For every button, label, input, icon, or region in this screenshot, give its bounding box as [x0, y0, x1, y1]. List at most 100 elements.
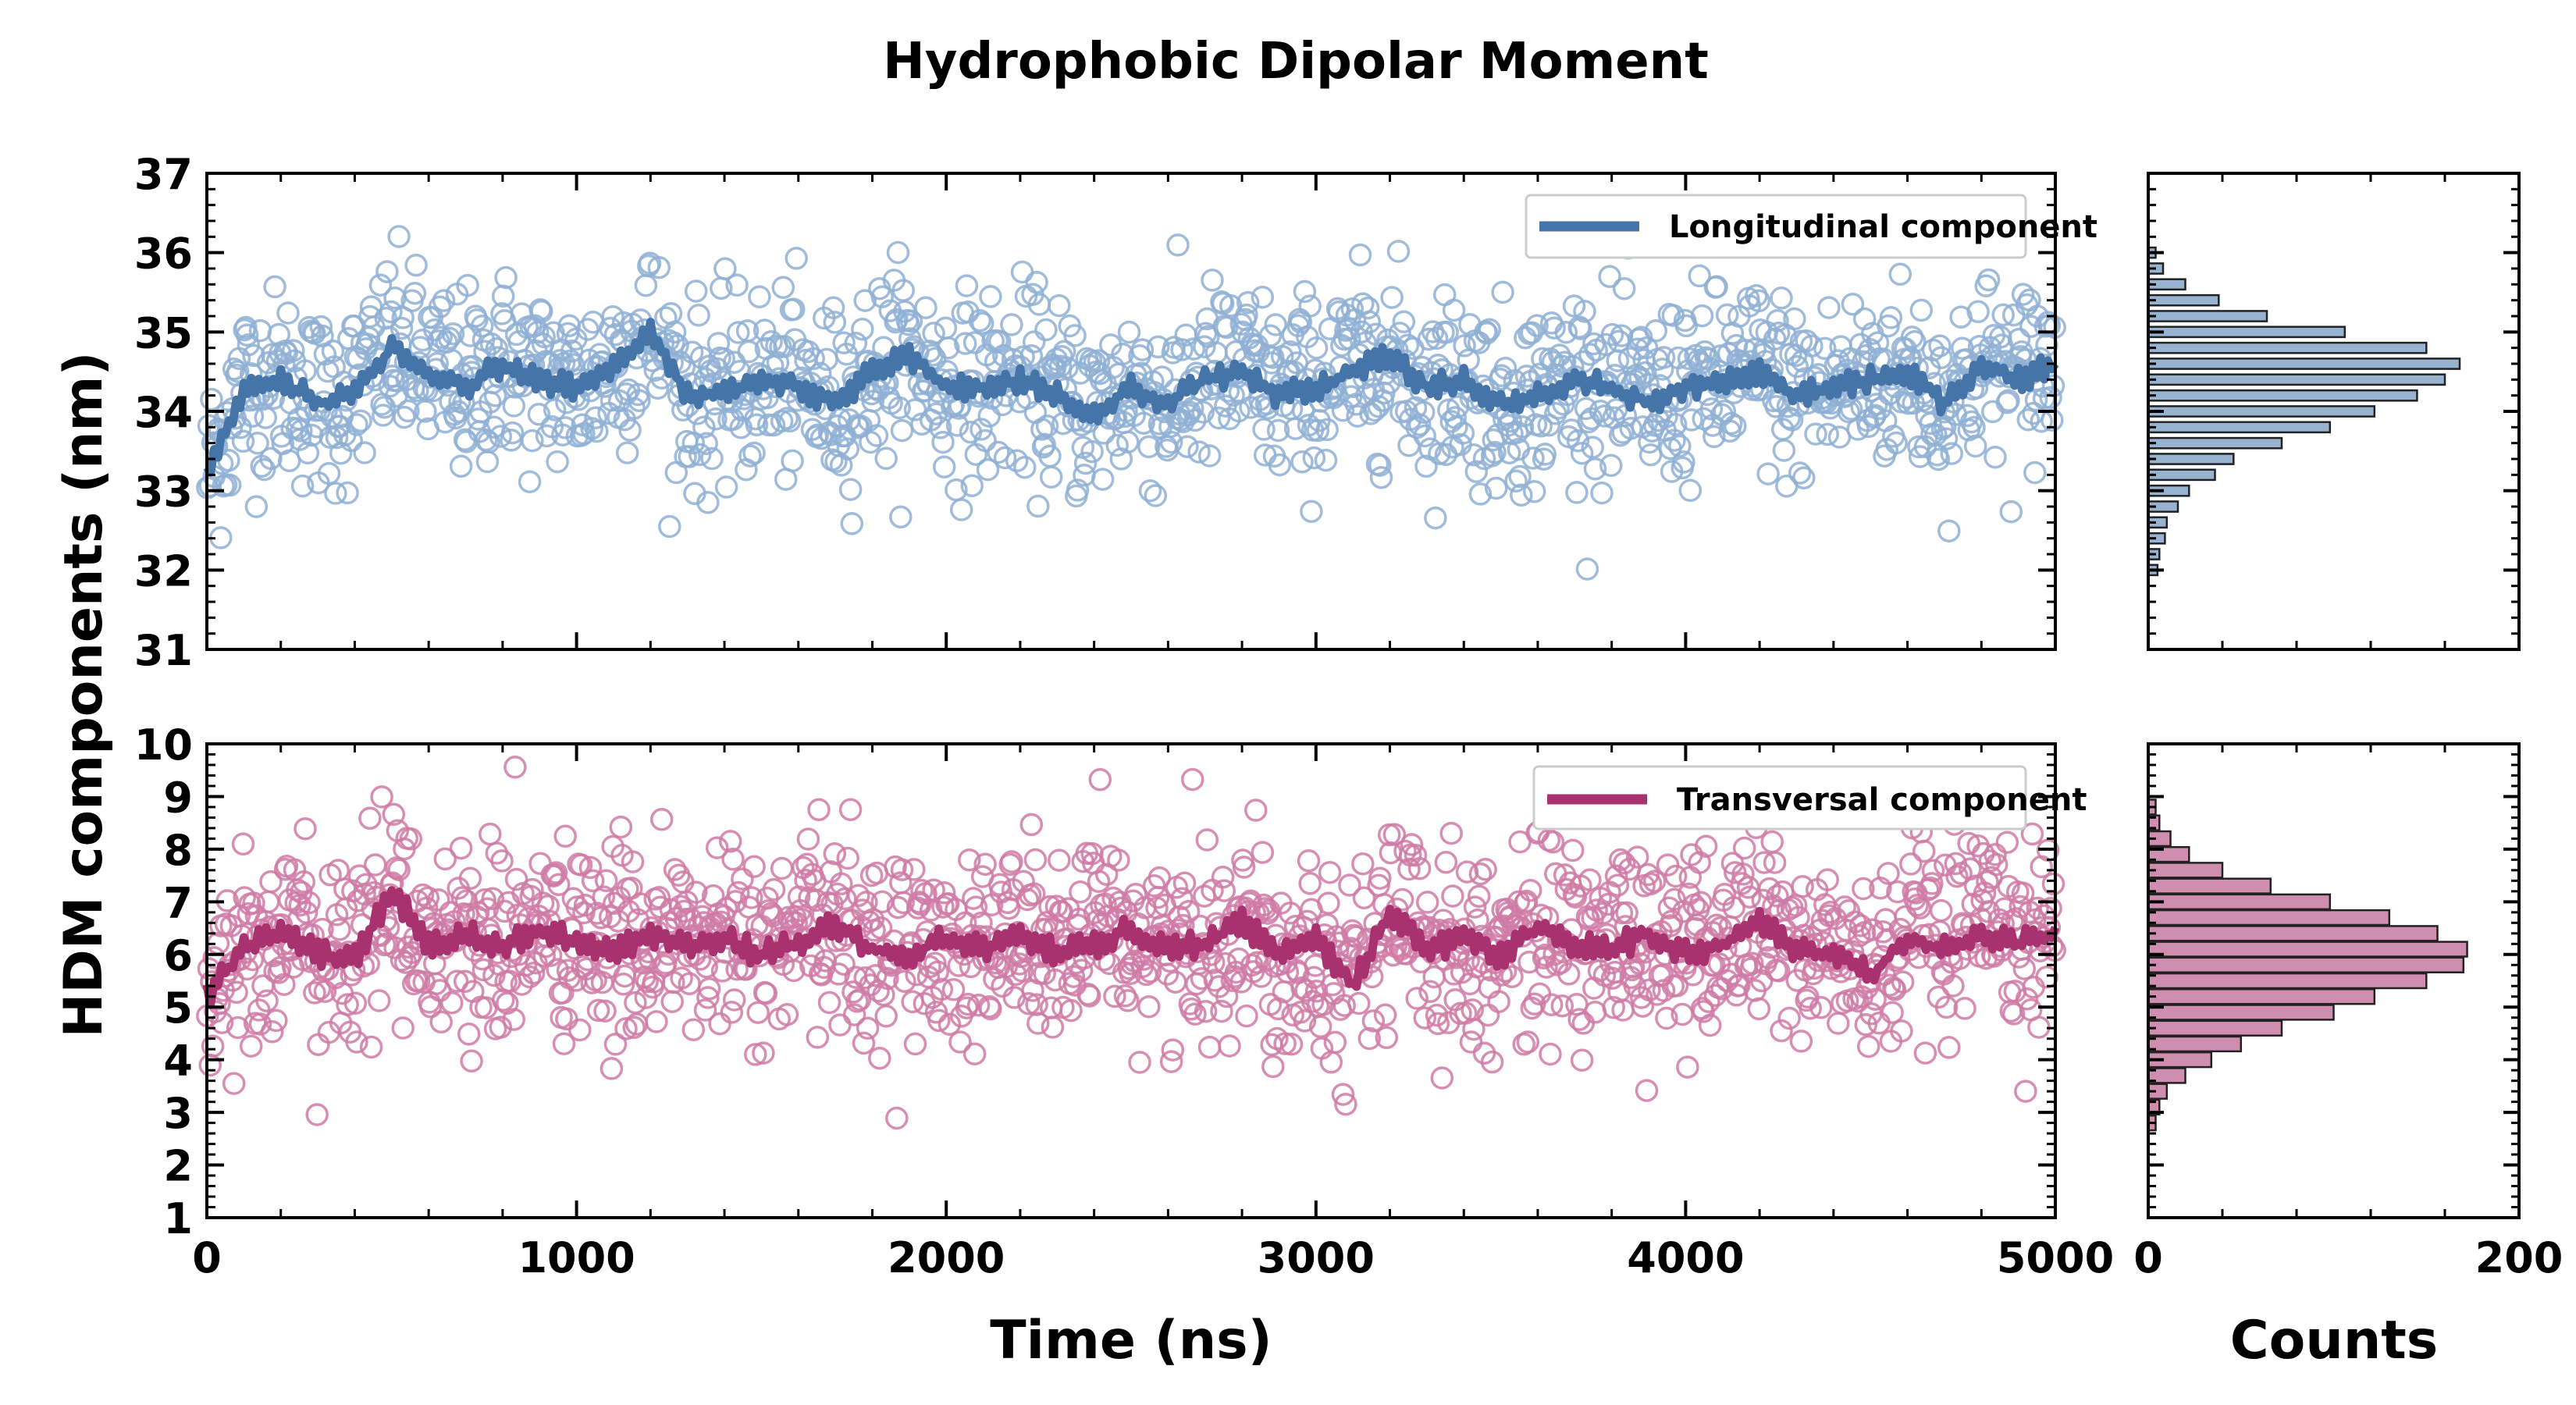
scatter-point — [1386, 240, 1411, 263]
scatter-point — [1589, 400, 1613, 423]
scatter-point — [1432, 283, 1457, 307]
scatter-point — [1066, 478, 1090, 502]
scatter-point — [449, 454, 473, 478]
scatter-point — [358, 806, 382, 831]
scatter-point — [222, 1072, 246, 1095]
scatter-point — [688, 443, 712, 467]
scatter-point — [851, 318, 874, 341]
scatter-point — [1098, 951, 1121, 976]
scatter-point — [893, 969, 916, 993]
scatter-point — [1244, 799, 1268, 822]
scatter-point — [1963, 434, 1987, 458]
scatter-point — [1005, 449, 1029, 473]
scatter-point — [1368, 866, 1392, 890]
scatter-point — [580, 971, 603, 994]
scatter-point — [1668, 434, 1692, 458]
scatter-point — [1817, 296, 1841, 319]
scatter-point — [387, 225, 411, 248]
scatter-point — [1756, 462, 1780, 486]
scatter-point — [781, 449, 804, 473]
scatter-point — [1583, 457, 1607, 481]
scatter-point — [504, 867, 528, 891]
scatter-point — [1334, 1092, 1357, 1116]
scatter-point — [259, 870, 283, 894]
scatter-point — [1048, 848, 1071, 872]
scatter-point — [1514, 889, 1539, 913]
scatter-point — [1080, 439, 1104, 464]
scatter-point — [1474, 858, 1497, 881]
scatter-point — [288, 428, 311, 451]
scatter-point — [1300, 990, 1325, 1013]
scatter-point — [569, 853, 593, 877]
top-legend-label: Longitudinal component — [1669, 209, 2097, 245]
y-tick-label: 6 — [163, 931, 193, 980]
scatter-point — [1030, 418, 1054, 441]
scatter-point — [1629, 986, 1653, 1009]
scatter-point — [622, 1016, 646, 1040]
scatter-point — [1236, 290, 1260, 315]
scatter-point — [614, 1017, 638, 1040]
scatter-point — [286, 878, 309, 902]
scatter-point — [1193, 335, 1216, 359]
scatter-point — [1516, 1030, 1540, 1054]
scatter-point — [450, 886, 475, 909]
scatter-point — [345, 413, 368, 436]
scatter-point — [693, 998, 717, 1022]
scatter-point — [647, 255, 671, 279]
scatter-point — [1663, 413, 1688, 436]
scatter-point — [1041, 1016, 1065, 1039]
scatter-point — [1841, 292, 1865, 316]
scatter-point — [1689, 891, 1713, 915]
x-tick-label: 2000 — [888, 1233, 1005, 1282]
scatter-point — [725, 273, 749, 297]
scatter-point — [1017, 991, 1041, 1016]
scatter-point — [914, 296, 938, 319]
scatter-point — [889, 505, 913, 529]
scatter-point — [838, 478, 863, 501]
scatter-point — [1457, 948, 1480, 973]
scatter-point — [1430, 1066, 1454, 1090]
scatter-point — [1984, 852, 2008, 877]
scatter-point — [1000, 850, 1023, 873]
scatter-point — [1891, 970, 1915, 994]
scatter-point — [1258, 324, 1283, 347]
scatter-point — [1297, 849, 1321, 873]
scatter-point — [242, 891, 265, 915]
longitudinal-running-average-line — [203, 318, 2059, 477]
scatter-point — [1194, 999, 1218, 1023]
scatter-point — [1251, 841, 1275, 864]
scatter-point — [1638, 430, 1661, 454]
scatter-point — [1879, 306, 1903, 329]
scatter-point — [363, 853, 387, 877]
scatter-point — [1763, 327, 1787, 351]
scatter-point — [1900, 325, 1924, 349]
scatter-point — [544, 861, 568, 884]
scatter-point — [1789, 1030, 1813, 1053]
scatter-point — [1170, 887, 1194, 911]
scatter-point — [1767, 959, 1791, 983]
scatter-point — [2014, 1080, 2037, 1103]
scatter-point — [979, 997, 1002, 1021]
x-tick-label: 200 — [2475, 1233, 2564, 1282]
scatter-point — [696, 986, 720, 1009]
scatter-point — [1880, 1001, 1904, 1024]
scatter-point — [870, 285, 894, 308]
scatter-point — [1317, 891, 1340, 915]
scatter-point — [1569, 317, 1592, 340]
scatter-point — [1304, 980, 1329, 1003]
scatter-point — [1411, 400, 1436, 424]
scatter-point — [859, 430, 882, 454]
bottom-histogram-panel: 0 200 Counts — [2133, 742, 2564, 1371]
scatter-point — [1813, 336, 1837, 361]
scatter-point — [782, 959, 806, 983]
scatter-point — [796, 827, 820, 851]
scatter-point — [1298, 294, 1322, 318]
scatter-point — [621, 850, 645, 873]
scatter-point — [454, 889, 479, 913]
scatter-point — [1088, 768, 1112, 791]
scatter-point — [404, 253, 428, 277]
scatter-point — [1785, 354, 1809, 379]
scatter-point — [1554, 320, 1578, 344]
scatter-point — [1183, 408, 1207, 432]
histogram-bar — [2147, 373, 2446, 386]
